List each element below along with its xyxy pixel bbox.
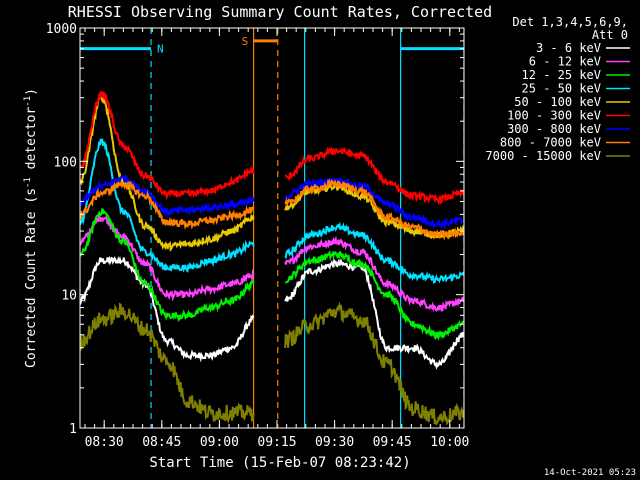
y-tick-label-0: 1 bbox=[69, 422, 77, 437]
legend-label-3: 12 - 25 keV bbox=[522, 68, 601, 82]
x-tick-label-6: 10:00 bbox=[430, 435, 469, 450]
y-tick-label-1: 10 bbox=[61, 289, 77, 304]
series-line-3-b bbox=[284, 249, 464, 341]
series-line-4-b bbox=[284, 221, 464, 284]
legend-header-line1: Det 1,3,4,5,6,9, bbox=[512, 15, 628, 29]
annotation-label-s: S bbox=[242, 35, 249, 48]
legend-header-line2: Att 0 bbox=[592, 28, 628, 42]
footer-timestamp: 14-Oct-2021 05:23 bbox=[544, 468, 636, 478]
series-line-9-a bbox=[80, 302, 255, 424]
legend-label-7: 300 - 800 keV bbox=[507, 122, 601, 136]
chart-title: RHESSI Observing Summary Count Rates, Co… bbox=[68, 3, 492, 21]
legend-label-5: 50 - 100 keV bbox=[514, 95, 601, 109]
series-line-2-a bbox=[80, 215, 255, 302]
x-tick-label-2: 09:00 bbox=[200, 435, 239, 450]
series-line-5-a bbox=[80, 93, 255, 253]
series-line-6-b bbox=[284, 146, 464, 206]
x-axis: 08:30 08:45 09:00 09:15 09:30 09:45 10:00 bbox=[84, 28, 469, 450]
y-tick-label-3: 1000 bbox=[46, 22, 77, 37]
x-tick-label-5: 09:45 bbox=[373, 435, 412, 450]
legend-label-2: 6 - 12 keV bbox=[529, 55, 601, 69]
y-axis-label: Corrected Count Rate (s-1 detector-1) bbox=[23, 88, 39, 368]
series-line-7-a bbox=[80, 175, 255, 218]
legend-label-1: 3 - 6 keV bbox=[536, 41, 601, 55]
series-line-1-a bbox=[80, 255, 255, 363]
series-line-6-a bbox=[80, 91, 255, 201]
legend-label-8: 800 - 7000 keV bbox=[500, 136, 601, 150]
series-line-1-b bbox=[284, 257, 464, 370]
series-line-8-b bbox=[284, 178, 464, 241]
y-axis: 1 10 100 1000 bbox=[46, 22, 464, 437]
plot-frame bbox=[79, 27, 465, 429]
x-tick-label-0: 08:30 bbox=[85, 435, 124, 450]
series-line-3-a bbox=[80, 208, 255, 323]
x-tick-label-1: 08:45 bbox=[142, 435, 181, 450]
y-tick-label-2: 100 bbox=[54, 155, 77, 170]
series-line-8-a bbox=[80, 180, 254, 231]
series-line-2-b bbox=[284, 235, 464, 313]
legend-label-6: 100 - 300 keV bbox=[507, 109, 601, 123]
x-axis-label: Start Time (15-Feb-07 08:23:42) bbox=[149, 455, 410, 471]
series-line-4-a bbox=[80, 137, 255, 273]
legend-label-4: 25 - 50 keV bbox=[522, 82, 601, 96]
x-tick-label-4: 09:30 bbox=[315, 435, 354, 450]
legend-label-9: 7000 - 15000 keV bbox=[485, 149, 601, 163]
series-line-9-b bbox=[284, 301, 464, 426]
annotation-label-n: N bbox=[157, 43, 164, 56]
x-tick-label-3: 09:15 bbox=[257, 435, 296, 450]
